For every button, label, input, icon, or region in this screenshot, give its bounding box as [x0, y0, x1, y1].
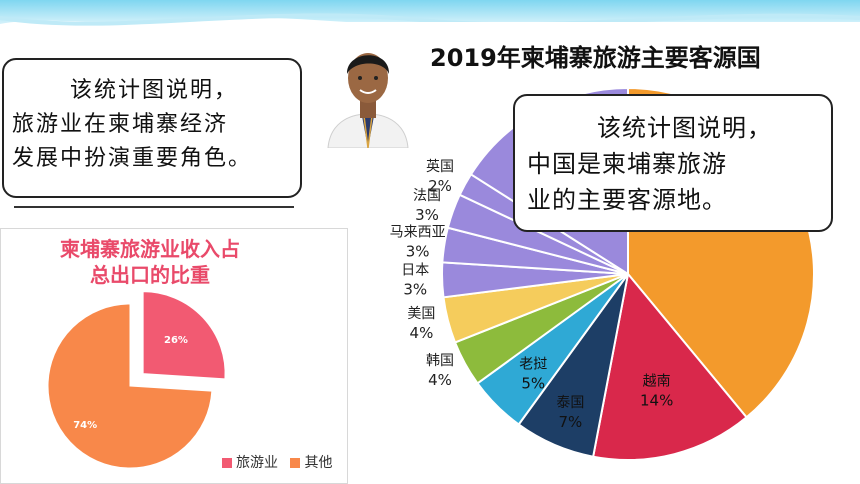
export-share-legend: 旅游业 其他 [222, 452, 340, 472]
divider [14, 206, 294, 208]
export-share-title: 柬埔寨旅游业收入占 总出口的比重 [0, 236, 300, 288]
bubble-left-line3: 发展中扮演重要角色。 [12, 146, 253, 171]
bubble-left-line1: 该统计图说明， [70, 78, 239, 103]
legend-label-other: 其他 [304, 455, 333, 471]
bubble-right-line3: 业的主要客源地。 [527, 186, 727, 214]
legend-item-tourism: 旅游业 [222, 455, 282, 471]
main-chart-title: 2019年柬埔寨旅游主要客源国 [430, 44, 761, 72]
legend-swatch-tourism [222, 458, 232, 468]
speech-bubble-left: 该统计图说明， 旅游业在柬埔寨经济 发展中扮演重要角色。 [2, 58, 302, 198]
speech-bubble-right: 该统计图说明， 中国是柬埔寨旅游 业的主要客源地。 [513, 94, 833, 232]
export-share-title-line1: 柬埔寨旅游业收入占 [60, 237, 240, 261]
export-share-title-line2: 总出口的比重 [90, 263, 210, 287]
bubble-right-line2: 中国是柬埔寨旅游 [527, 150, 727, 178]
bubble-right-line1: 该统计图说明， [597, 114, 772, 142]
legend-swatch-other [290, 458, 301, 468]
legend-label-tourism: 旅游业 [236, 455, 278, 471]
student-avatar [318, 28, 418, 148]
legend-item-other: 其他 [290, 455, 332, 471]
bubble-left-line2: 旅游业在柬埔寨经济 [12, 112, 229, 137]
